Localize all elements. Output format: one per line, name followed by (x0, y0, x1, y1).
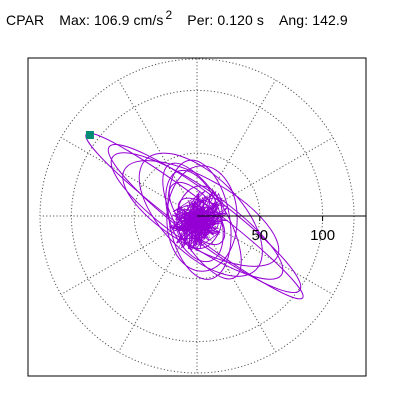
motion-trace (110, 152, 284, 280)
motion-trace (166, 165, 238, 272)
center-scribble (168, 190, 229, 252)
grid-spoke-60 (196, 79, 276, 217)
station-code: CPAR (6, 12, 45, 28)
motion-trace (165, 169, 224, 263)
grid-spoke-150 (60, 137, 198, 217)
motion-trace (167, 159, 232, 280)
chart-header: CPAR Max: 106.9 cm/s 2 Per: 0.120 s Ang: … (6, 8, 348, 28)
grid-spoke-240 (118, 215, 198, 353)
per-value: 0.120 s (217, 12, 264, 28)
ang-value: 142.9 (312, 12, 348, 28)
motion-trace (162, 162, 242, 280)
radial-axis: 50 100 (197, 215, 366, 244)
ang-label: Ang: (278, 12, 309, 28)
grid-spoke-30 (196, 137, 334, 217)
motion-trace (138, 152, 263, 277)
max-label: Max: (59, 12, 91, 28)
grid-spoke-210 (60, 215, 198, 295)
max-amplitude-marker (85, 131, 94, 140)
max-value: 106.9 cm/s (94, 12, 164, 28)
grid-spoke-330 (196, 215, 334, 295)
grid-spoke-120 (118, 79, 198, 217)
radial-tick-label: 100 (310, 227, 335, 244)
max-unit-exponent: 2 (165, 8, 173, 22)
per-label: Per: (187, 12, 214, 28)
radial-tick-label: 50 (251, 227, 268, 244)
max-marker-group (85, 131, 94, 140)
grid-spoke-300 (196, 215, 276, 353)
